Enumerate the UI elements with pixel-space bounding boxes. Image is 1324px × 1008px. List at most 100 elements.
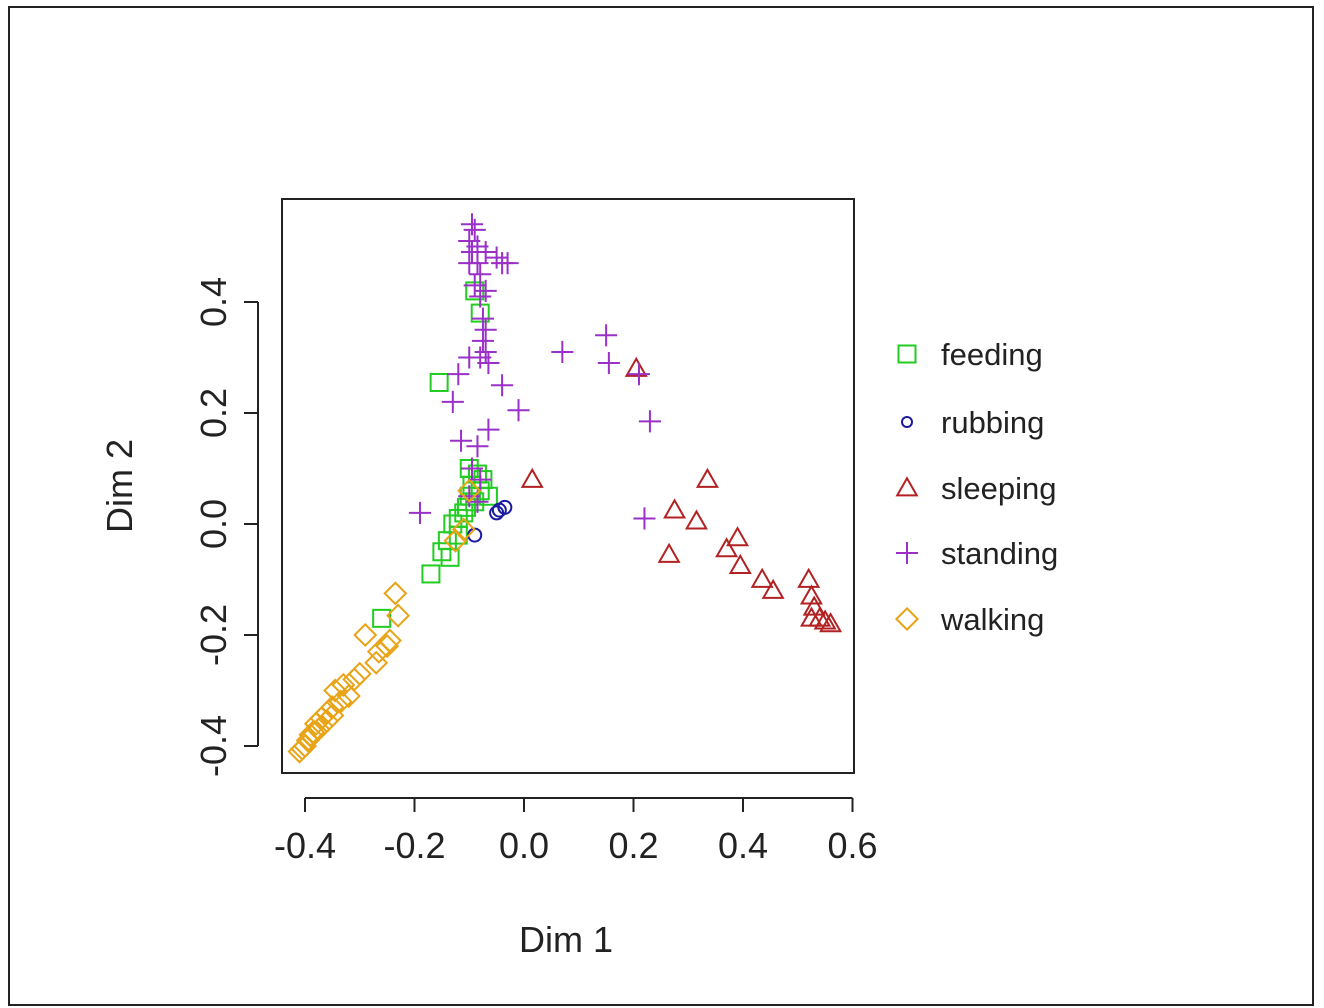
standing-point	[441, 390, 464, 413]
legend: feeding rubbing sleeping standing walking	[894, 337, 1058, 637]
standing-point	[460, 457, 484, 480]
sleeping-point	[624, 356, 648, 377]
rubbing-point	[489, 505, 505, 521]
sleeping-point	[684, 509, 708, 530]
feeding-point	[454, 503, 474, 523]
sleeping-point	[808, 606, 832, 627]
sleeping-point	[695, 467, 719, 488]
walking-point	[366, 639, 391, 664]
standing-point	[474, 279, 497, 302]
sleeping-point	[715, 537, 739, 558]
standing-point	[477, 418, 500, 441]
legend-label-standing: standing	[941, 536, 1058, 571]
legend-marker-sleeping	[895, 476, 919, 497]
standing-point	[485, 246, 508, 269]
standing-point	[466, 435, 489, 458]
legend-label-feeding: feeding	[941, 337, 1043, 372]
x-tick-label: 0.6	[827, 825, 877, 866]
sleeping-point	[520, 467, 544, 488]
rubbing-point	[491, 502, 507, 518]
legend-label-sleeping: sleeping	[941, 471, 1056, 506]
walking-point	[443, 528, 468, 553]
legend-label-walking: walking	[940, 602, 1044, 637]
walking-point	[323, 678, 348, 703]
walking-point	[457, 478, 482, 503]
standing-point	[491, 374, 514, 397]
y-tick-label: 0.0	[193, 499, 234, 549]
y-tick-label: 0.4	[193, 277, 234, 327]
sleeping-point	[761, 578, 785, 599]
walking-point	[301, 720, 326, 745]
standing-point	[449, 429, 473, 452]
sleeping-point	[728, 553, 752, 574]
standing-point	[474, 340, 497, 363]
sleeping-point	[813, 609, 837, 630]
standing-point	[466, 252, 489, 275]
standing-point	[471, 329, 494, 352]
x-tick-label: 0.2	[608, 825, 658, 866]
y-tick-label: -0.2	[193, 604, 234, 666]
feeding-point	[421, 564, 441, 584]
x-axis-title: Dim 1	[519, 919, 613, 960]
plot-area-box	[281, 198, 855, 774]
chart-frame	[8, 6, 1314, 1006]
legend-label-rubbing: rubbing	[941, 405, 1044, 440]
x-axis: -0.4 -0.2 0.0 0.2 0.4 0.6	[274, 797, 878, 866]
walking-point	[364, 650, 389, 675]
standing-point	[474, 318, 497, 341]
points-layer	[287, 213, 843, 764]
walking-point	[303, 711, 328, 736]
standing-point	[595, 324, 618, 347]
standing-point	[507, 399, 530, 422]
standing-point	[460, 213, 484, 236]
x-tick-label: 0.4	[718, 825, 768, 866]
walking-point	[353, 622, 378, 648]
legend-marker-standing	[895, 541, 919, 565]
standing-point	[447, 363, 470, 386]
y-axis-title: Dim 2	[99, 439, 140, 533]
walking-point	[386, 603, 411, 628]
standing-point	[477, 352, 500, 375]
sleeping-point	[726, 526, 750, 547]
walking-point	[295, 728, 320, 753]
walking-point	[314, 708, 339, 734]
feeding-point	[372, 608, 392, 628]
y-tick-label: 0.2	[193, 388, 234, 438]
sleeping-point	[750, 567, 774, 588]
x-tick-label: 0.0	[499, 825, 549, 866]
standing-point	[471, 307, 494, 330]
standing-point	[551, 340, 574, 363]
x-tick-label: -0.2	[383, 825, 445, 866]
x-tick-label: -0.4	[274, 825, 336, 866]
standing-point	[469, 263, 492, 286]
legend-marker-feeding	[897, 344, 917, 364]
feeding-point	[429, 372, 449, 392]
legend-marker-rubbing	[901, 416, 913, 428]
standing-point	[408, 501, 432, 524]
walking-point	[451, 517, 476, 542]
walking-point	[375, 634, 400, 659]
sleeping-point	[797, 567, 821, 588]
y-tick-label: -0.4	[193, 715, 234, 777]
walking-point	[287, 739, 312, 764]
y-axis: -0.4 -0.2 0.0 0.2 0.4	[193, 277, 259, 777]
standing-point	[458, 346, 481, 369]
standing-point	[496, 252, 519, 275]
standing-point	[474, 241, 497, 264]
sleeping-point	[657, 542, 681, 563]
standing-point	[597, 352, 620, 375]
standing-point	[463, 274, 486, 297]
walking-point	[383, 581, 408, 606]
feeding-point	[440, 547, 460, 567]
sleeping-point	[819, 612, 843, 633]
standing-point	[638, 410, 661, 433]
standing-point	[627, 363, 651, 386]
standing-point	[469, 285, 492, 308]
standing-point	[469, 468, 492, 491]
standing-point	[463, 218, 486, 241]
sleeping-point	[663, 498, 687, 519]
feeding-point	[437, 531, 457, 551]
standing-point	[633, 507, 656, 530]
legend-marker-walking	[894, 606, 920, 632]
